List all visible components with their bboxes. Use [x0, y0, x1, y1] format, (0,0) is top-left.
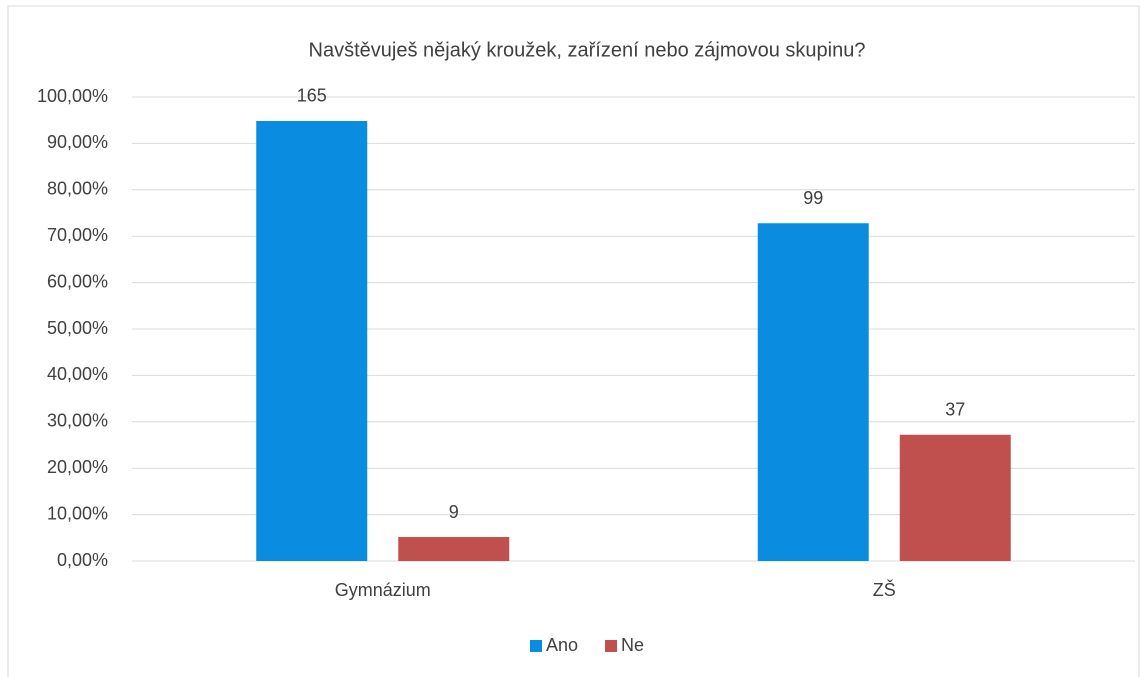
- y-tick-label: 50,00%: [47, 318, 108, 338]
- x-tick-label: ZŠ: [873, 579, 896, 600]
- chart-frame: [7, 5, 1140, 677]
- legend-label: Ano: [546, 635, 578, 655]
- legend-swatch: [605, 640, 618, 652]
- y-tick-label: 30,00%: [47, 411, 108, 431]
- bar: [899, 434, 1011, 561]
- bar: [757, 223, 869, 561]
- y-tick-label: 70,00%: [47, 225, 108, 245]
- y-tick-label: 80,00%: [47, 179, 108, 199]
- legend-label: Ne: [621, 635, 644, 655]
- y-tick-label: 20,00%: [47, 457, 108, 477]
- data-label: 37: [945, 399, 965, 419]
- x-tick-label: Gymnázium: [335, 580, 431, 600]
- data-label: 9: [449, 502, 459, 522]
- y-tick-label: 90,00%: [47, 132, 108, 152]
- bar: [398, 537, 510, 561]
- legend-swatch: [530, 640, 542, 652]
- y-tick-label: 60,00%: [47, 271, 108, 291]
- y-tick-label: 0,00%: [57, 550, 108, 570]
- chart-title: Navštěvuješ nějaký kroužek, zařízení neb…: [309, 39, 866, 61]
- bar: [256, 120, 368, 561]
- y-tick-label: 100,00%: [37, 86, 108, 106]
- y-tick-label: 10,00%: [47, 503, 108, 523]
- data-label: 99: [803, 188, 823, 208]
- y-tick-label: 40,00%: [47, 364, 108, 384]
- data-label: 165: [297, 86, 327, 106]
